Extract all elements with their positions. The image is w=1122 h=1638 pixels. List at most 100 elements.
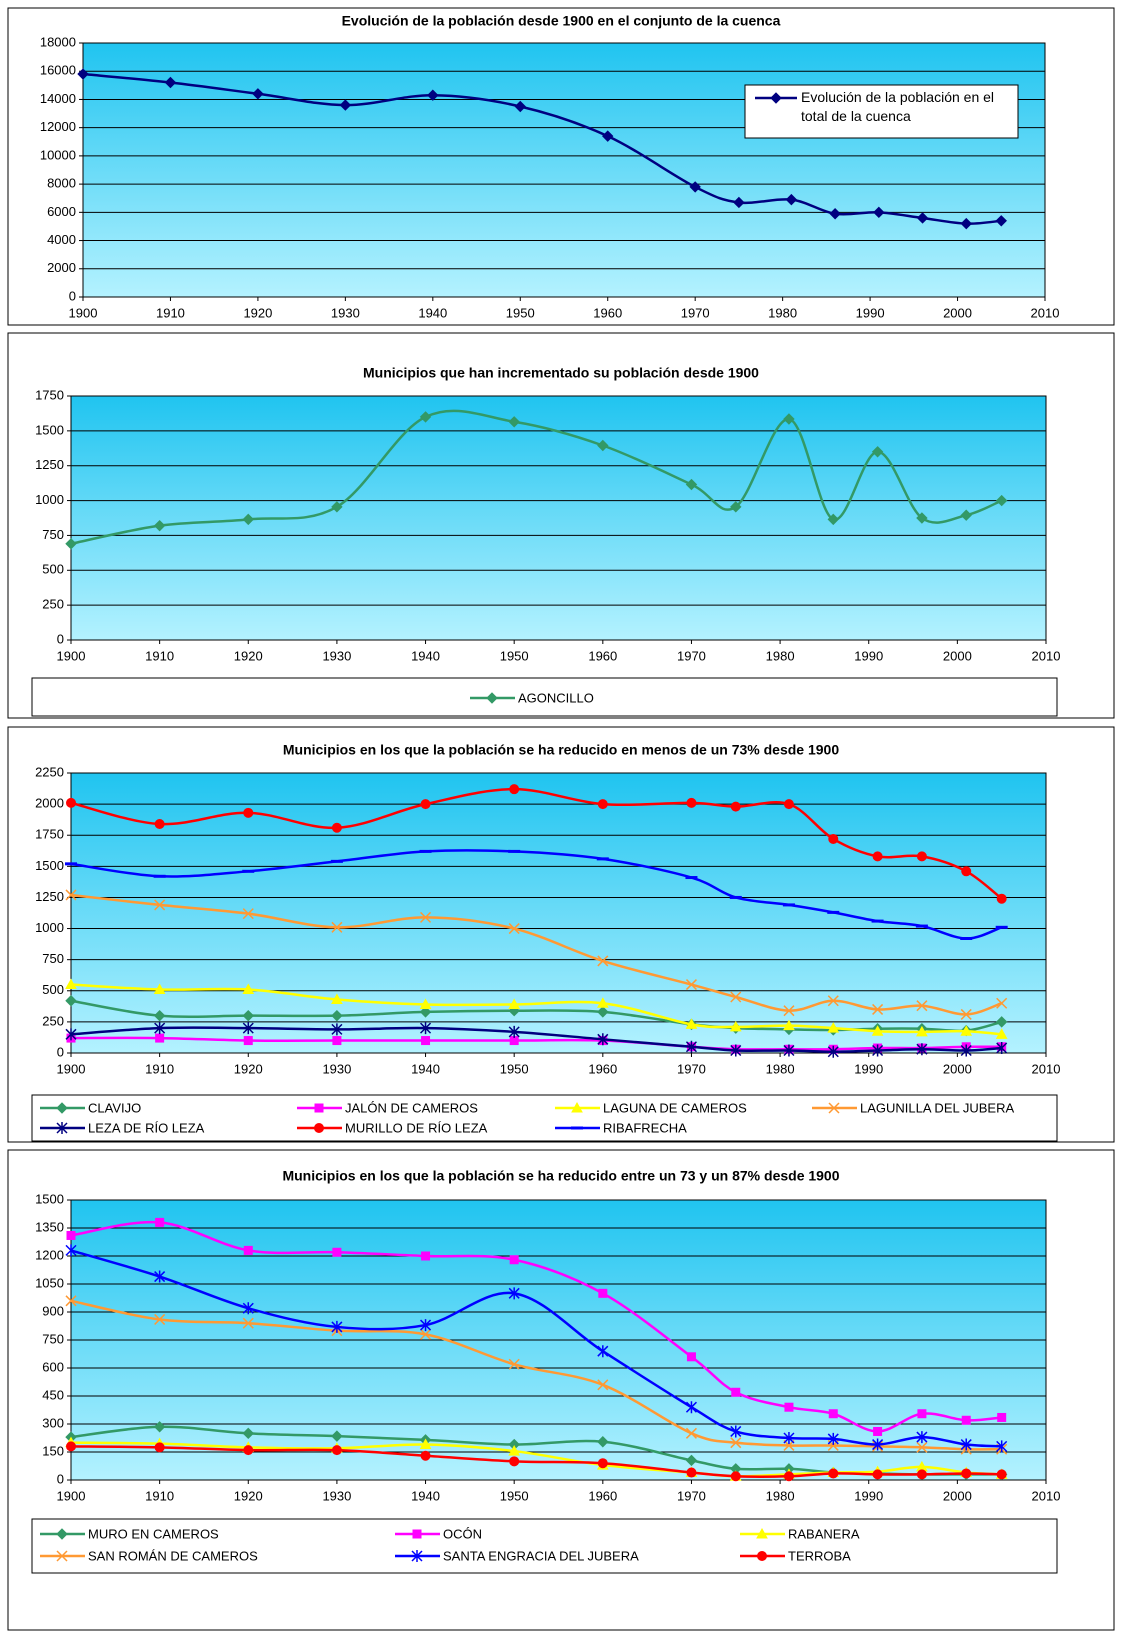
- marker: [331, 1430, 343, 1442]
- marker: [154, 899, 166, 911]
- series-line: [70, 1299, 1002, 1451]
- marker: [421, 1036, 431, 1046]
- marker: [509, 1255, 519, 1265]
- series-line: [70, 999, 1002, 1033]
- marker: [730, 801, 741, 812]
- marker: [783, 1044, 795, 1057]
- y-tick-label: 1050: [35, 1275, 64, 1290]
- legend-label: JALÓN DE CAMEROS: [345, 1100, 478, 1115]
- y-tick-label: 18000: [40, 34, 76, 49]
- marker: [508, 1025, 520, 1038]
- marker: [916, 1469, 927, 1480]
- x-tick-label: 1960: [588, 648, 617, 663]
- marker: [783, 1432, 795, 1444]
- marker: [153, 1421, 166, 1433]
- marker: [420, 911, 432, 923]
- marker: [685, 1427, 697, 1439]
- x-tick-label: 2000: [943, 1061, 972, 1076]
- marker: [420, 1450, 431, 1461]
- x-tick-label: 1900: [57, 1488, 86, 1503]
- x-tick-label: 1960: [588, 1061, 617, 1076]
- marker: [597, 1458, 608, 1469]
- marker: [685, 478, 698, 491]
- marker: [995, 215, 1007, 227]
- marker: [872, 851, 883, 862]
- x-tick-label: 1920: [234, 648, 263, 663]
- legend-box: [31, 1518, 1058, 1574]
- marker: [827, 1045, 839, 1058]
- x-tick-label: 1950: [506, 305, 535, 320]
- marker: [420, 799, 431, 810]
- marker: [331, 993, 343, 1004]
- marker: [331, 822, 342, 833]
- marker: [602, 130, 614, 142]
- y-tick-label: 750: [42, 1331, 64, 1346]
- x-tick-label: 1980: [768, 305, 797, 320]
- marker: [873, 206, 885, 219]
- marker: [332, 1247, 342, 1257]
- marker: [508, 416, 520, 428]
- marker: [961, 1415, 971, 1425]
- marker: [243, 1245, 253, 1255]
- marker: [571, 1101, 583, 1113]
- y-tick-label: 4000: [47, 232, 76, 247]
- x-tick-label: 1950: [500, 648, 529, 663]
- x-tick-label: 1900: [69, 305, 98, 320]
- series-line: [70, 1445, 1002, 1478]
- marker: [242, 908, 254, 920]
- plot-area: [83, 43, 1045, 297]
- marker: [770, 92, 782, 104]
- x-tick-label: 1940: [411, 648, 440, 663]
- marker: [66, 1441, 76, 1452]
- marker: [508, 923, 520, 935]
- marker: [164, 76, 177, 89]
- marker: [242, 1302, 254, 1315]
- marker: [960, 1438, 972, 1451]
- marker: [242, 1009, 254, 1022]
- series-line: [70, 983, 1002, 1036]
- legend-label: MURILLO DE RÍO LEZA: [345, 1120, 488, 1135]
- marker: [597, 799, 608, 810]
- marker: [783, 1471, 794, 1482]
- x-tick-label: 1930: [322, 648, 351, 663]
- marker: [331, 921, 343, 933]
- x-tick-label: 1920: [234, 1061, 263, 1076]
- marker: [873, 1426, 883, 1436]
- marker: [252, 88, 264, 100]
- marker: [783, 1019, 795, 1031]
- marker: [686, 797, 697, 808]
- marker: [314, 1103, 324, 1113]
- y-tick-label: 500: [42, 562, 64, 577]
- chart-title: Municipios que han incrementado su pobla…: [363, 365, 759, 381]
- y-tick-label: 450: [42, 1387, 64, 1402]
- marker: [331, 1445, 342, 1456]
- marker: [153, 1009, 166, 1022]
- marker: [597, 1436, 609, 1448]
- marker: [685, 1454, 698, 1467]
- x-tick-label: 2010: [1032, 648, 1061, 663]
- marker: [420, 1328, 432, 1340]
- marker: [314, 1123, 324, 1133]
- marker: [783, 1005, 795, 1017]
- series-line: [70, 1220, 1002, 1433]
- marker: [871, 446, 884, 458]
- marker: [960, 1008, 972, 1020]
- legend-label: RIBAFRECHA: [603, 1120, 687, 1135]
- marker: [597, 1006, 609, 1018]
- marker: [509, 784, 520, 795]
- marker: [66, 797, 76, 808]
- x-tick-label: 1950: [500, 1061, 529, 1076]
- y-tick-label: 6000: [47, 204, 76, 219]
- marker: [419, 1438, 432, 1450]
- marker: [730, 1044, 742, 1057]
- marker: [508, 1445, 521, 1456]
- marker: [597, 1345, 609, 1358]
- chart-title: Municipios en los que la población se ha…: [282, 1168, 839, 1184]
- y-tick-label: 750: [42, 527, 64, 542]
- marker: [420, 1319, 432, 1332]
- legend-box: [31, 1094, 1058, 1142]
- y-tick-label: 1000: [35, 492, 64, 507]
- marker: [828, 1409, 838, 1419]
- marker: [596, 997, 609, 1008]
- legend-label: LEZA DE RÍO LEZA: [88, 1120, 205, 1135]
